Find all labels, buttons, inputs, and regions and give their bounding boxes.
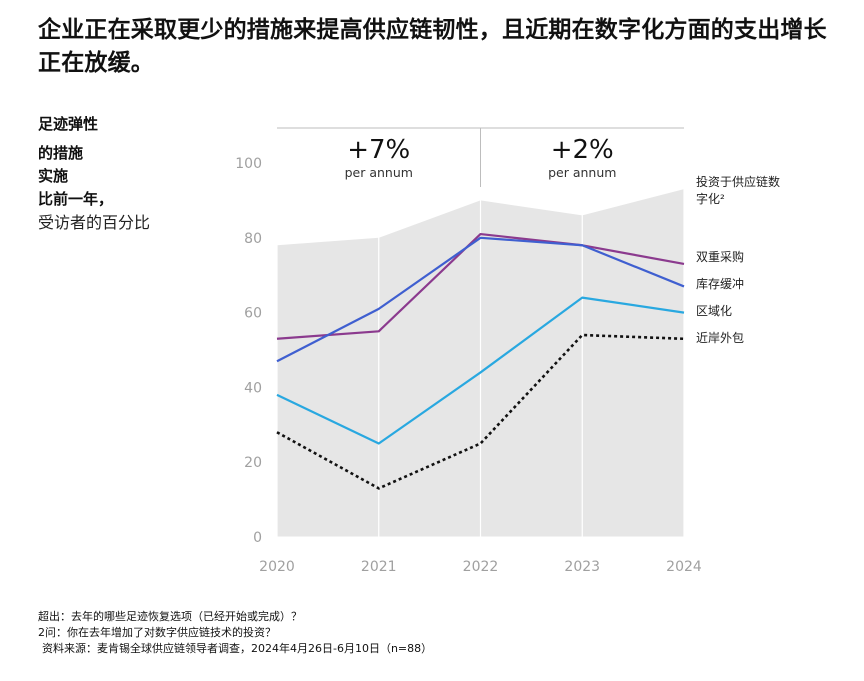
subtitle-line-4: 比前一年， <box>38 190 114 208</box>
footnotes: 超出：去年的哪些足迹恢复选项（已经开始或完成）？ 2问：你在去年增加了对数字供应… <box>38 609 432 657</box>
subtitle-line-1: 足迹弹性 <box>38 115 99 133</box>
subtitle-line-3: 实施 <box>38 167 69 185</box>
x-tick-label: 2021 <box>361 559 397 575</box>
legend-series-label-3: 区域化 <box>696 304 732 318</box>
source-note: 资料来源：麦肯锡全球供应链领导者调查，2024年4月26日-6月10日（n=88… <box>42 642 433 655</box>
growth-value-2: +2% <box>551 135 614 165</box>
series-line-4 <box>276 333 685 490</box>
footnote-1: 超出：去年的哪些足迹恢复选项（已经开始或完成）？ <box>38 610 302 623</box>
growth-value-1: +7% <box>347 135 410 165</box>
y-tick-label: 20 <box>244 455 262 471</box>
footnote-2: 2问：你在去年增加了对数字供应链技术的投资？ <box>38 626 276 639</box>
y-tick-label: 80 <box>244 231 262 247</box>
legend-series-label-2: 库存缓冲 <box>696 276 744 291</box>
y-tick-label: 100 <box>235 156 262 172</box>
page-title: 企业正在采取更少的措施来提高供应链韧性，且近期在数字化方面的支出增长正在放缓。 <box>38 17 827 76</box>
legend-area-label-line-2: 字化² <box>696 191 725 206</box>
x-tick-label: 2023 <box>564 559 600 575</box>
legend-series-label-4: 近岸外包 <box>696 331 744 345</box>
y-tick-label: 60 <box>244 306 262 322</box>
x-tick-label: 2020 <box>259 559 295 575</box>
growth-unit-1: per annum <box>345 165 413 180</box>
legend-series-label-1: 双重采购 <box>696 249 744 264</box>
growth-unit-2: per annum <box>548 165 616 180</box>
subtitle-line-2: 的措施 <box>38 144 84 162</box>
x-tick-label: 2022 <box>463 559 499 575</box>
x-tick-label: 2024 <box>666 559 702 575</box>
chart-subtitle: 足迹弹性 的措施 实施 比前一年， 受访者的百分比 <box>38 113 208 234</box>
legend-area-label-line-1: 投资于供应链数 <box>696 174 780 189</box>
line-chart: +7%per annum+2%per annum0204060801002020… <box>235 127 780 575</box>
y-tick-label: 0 <box>253 530 262 546</box>
y-tick-label: 40 <box>244 380 262 396</box>
unit-label: 受访者的百分比 <box>38 213 151 232</box>
